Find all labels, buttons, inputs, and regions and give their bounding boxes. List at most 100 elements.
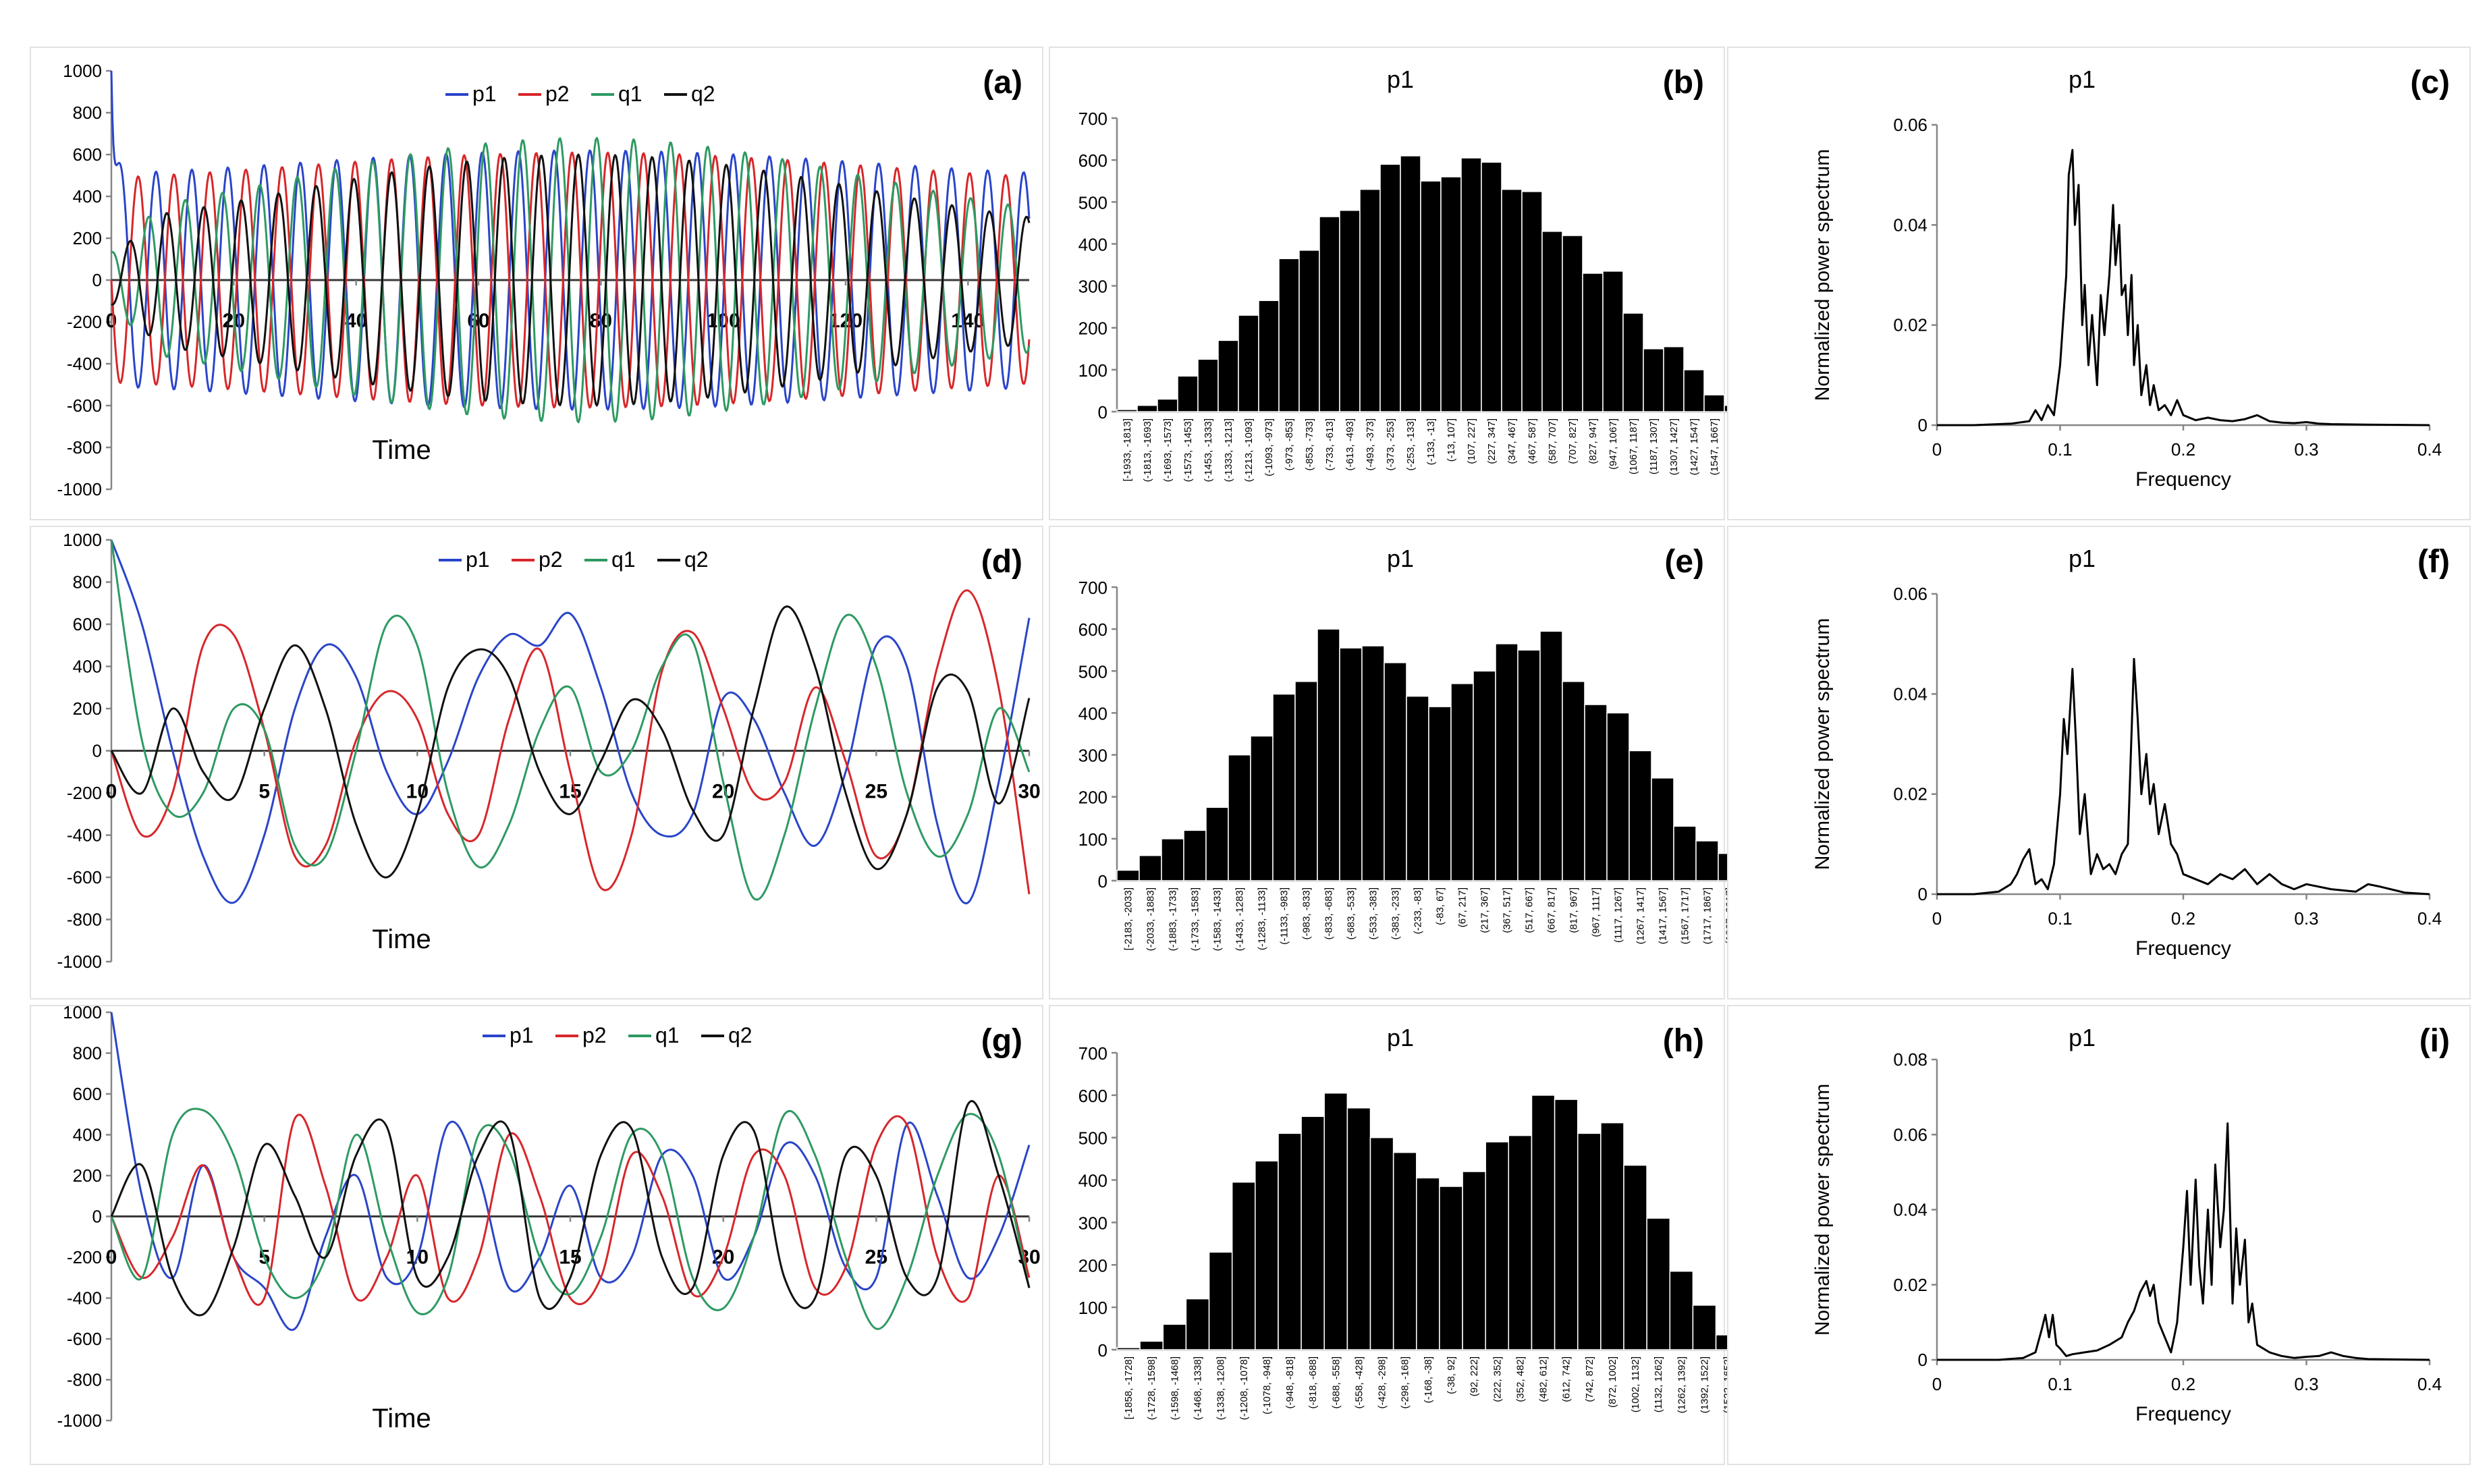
- panel-frame: [1727, 1005, 2471, 1465]
- panel-label: (c): [2410, 65, 2450, 101]
- bin-label: (-1813, -1693]: [1142, 418, 1153, 482]
- series-q2-line: [110, 605, 1031, 879]
- bin-label: (-1338, -1208]: [1215, 1356, 1227, 1420]
- y-tick-label: -200: [67, 783, 102, 803]
- series-q2-line: [110, 1100, 1031, 1317]
- bin-label: (-1598, -1468]: [1169, 1356, 1180, 1420]
- bin-label: (347, 467]: [1506, 418, 1518, 464]
- bin-label: (-1693, -1573]: [1162, 418, 1174, 482]
- y-tick-label: 400: [73, 1125, 102, 1145]
- panel-frame: [30, 47, 1043, 520]
- x-tick-label: 0.3: [2294, 439, 2318, 460]
- y-tick-label: 0: [1918, 415, 1927, 435]
- y-tick-label: -600: [67, 1329, 102, 1349]
- bin-label: (-818, -688]: [1307, 1356, 1319, 1409]
- legend-label-p1: p1: [472, 82, 497, 106]
- bin-label: (-1283, -1133]: [1257, 887, 1268, 950]
- bar: [1185, 1298, 1210, 1350]
- bin-label: (1567, 1717]: [1680, 887, 1691, 944]
- y-tick-label: 0.04: [1893, 215, 1927, 235]
- bar: [1416, 1177, 1440, 1350]
- y-tick-label: 0: [1098, 402, 1107, 422]
- bin-label: (587, 707]: [1547, 418, 1558, 464]
- bin-label: (92, 222]: [1469, 1356, 1480, 1396]
- y-tick-label: 1000: [63, 1002, 102, 1022]
- bin-label: (-383, -233]: [1390, 887, 1402, 940]
- x-tick-label: 0.2: [2171, 439, 2195, 460]
- panel-label: (f): [2417, 544, 2450, 580]
- x-tick-label: 0.2: [2171, 908, 2195, 929]
- panel-i: 0 0.02 0.04 0.06 0.08 0 0.1 0.2 0.3 0.4 Frequency N…: [1727, 1005, 2471, 1465]
- x-tick-label: 0.4: [2417, 439, 2442, 460]
- bin-label: (-1468, -1338]: [1193, 1356, 1204, 1420]
- bin-label: (947, 1067]: [1608, 418, 1619, 470]
- y-tick-label: 300: [1078, 277, 1107, 297]
- bin-label: (1717, 1867]: [1702, 887, 1714, 944]
- bin-label: (-1433, -1283]: [1234, 887, 1246, 951]
- bar: [1562, 235, 1583, 412]
- y-tick-label: 0.04: [1893, 1200, 1927, 1220]
- y-tick-label: -200: [67, 1247, 102, 1267]
- bar: [1298, 250, 1320, 412]
- x-tick-label: 25: [865, 781, 887, 803]
- panel-label: (h): [1663, 1023, 1704, 1059]
- x-tick-label: 0: [106, 781, 117, 803]
- y-tick-label: 400: [73, 657, 102, 677]
- y-tick-label: 300: [1078, 1213, 1107, 1233]
- y-axis-title: Normalized power spectrum: [1811, 1084, 1834, 1336]
- x-tick-label: 5: [258, 781, 270, 803]
- series-p1-line: [1937, 148, 2430, 427]
- bar: [1137, 404, 1158, 412]
- y-tick-label: -200: [67, 312, 102, 332]
- bar: [1272, 693, 1296, 881]
- panel-label: (g): [981, 1023, 1022, 1059]
- bar: [1643, 348, 1664, 412]
- panel-frame: [1727, 526, 2471, 999]
- x-axis-title: Frequency: [2135, 468, 2231, 491]
- bar: [1258, 300, 1280, 412]
- bar: [1602, 271, 1624, 412]
- panel-title: p1: [1387, 545, 1414, 572]
- bin-label: (-533, -383]: [1368, 887, 1379, 940]
- y-tick-label: 400: [1078, 703, 1107, 723]
- bin-label: (1262, 1392]: [1676, 1356, 1687, 1413]
- legend-label-p1: p1: [466, 547, 490, 572]
- x-axis-title: Time: [372, 925, 431, 954]
- bar: [1683, 369, 1705, 412]
- bar: [1294, 681, 1318, 881]
- legend-label-p2: p2: [539, 547, 563, 572]
- y-tick-label: 600: [73, 614, 102, 634]
- bin-label: [-2183, -2033]: [1123, 887, 1134, 950]
- bin-label: (-1453, -1333]: [1203, 418, 1214, 482]
- bar: [1531, 1095, 1556, 1350]
- panel-label: (d): [981, 544, 1022, 580]
- y-tick-label: -400: [67, 1288, 102, 1309]
- y-tick-label: 500: [1078, 661, 1107, 682]
- bin-label: (1002, 1132]: [1630, 1356, 1641, 1412]
- bin-label: (-1573, -1453]: [1182, 418, 1194, 482]
- bin-label: (-973, -853]: [1284, 418, 1295, 471]
- bar: [1139, 1340, 1164, 1350]
- y-tick-label: 1000: [63, 530, 102, 550]
- y-tick-label: 200: [73, 228, 102, 248]
- bar: [1582, 273, 1604, 412]
- y-tick-label: 700: [1078, 1043, 1107, 1064]
- x-tick-label: 0.4: [2417, 1374, 2442, 1394]
- bar: [1218, 339, 1239, 412]
- bin-label: (-493, -373]: [1365, 418, 1376, 471]
- legend-label-q1: q1: [618, 82, 642, 106]
- bar: [1501, 188, 1523, 412]
- panel-label: (i): [2419, 1023, 2450, 1059]
- panel-title: p1: [2069, 65, 2096, 93]
- bar: [1231, 1181, 1256, 1350]
- y-tick-label: 0.02: [1893, 315, 1927, 335]
- bin-label: [-1858, -1728]: [1123, 1356, 1134, 1419]
- panel-f: 0 0.02 0.04 0.06 0 0.1 0.2 0.3 0.4 Frequency Norma…: [1727, 526, 2471, 999]
- bar: [1228, 754, 1251, 881]
- x-tick-label: 0.2: [2171, 1374, 2195, 1394]
- bin-label: (222, 352]: [1492, 1356, 1503, 1402]
- bar: [1508, 1134, 1533, 1350]
- bin-label: (217, 367]: [1479, 887, 1491, 933]
- bar: [1460, 157, 1482, 412]
- bar: [1406, 695, 1429, 881]
